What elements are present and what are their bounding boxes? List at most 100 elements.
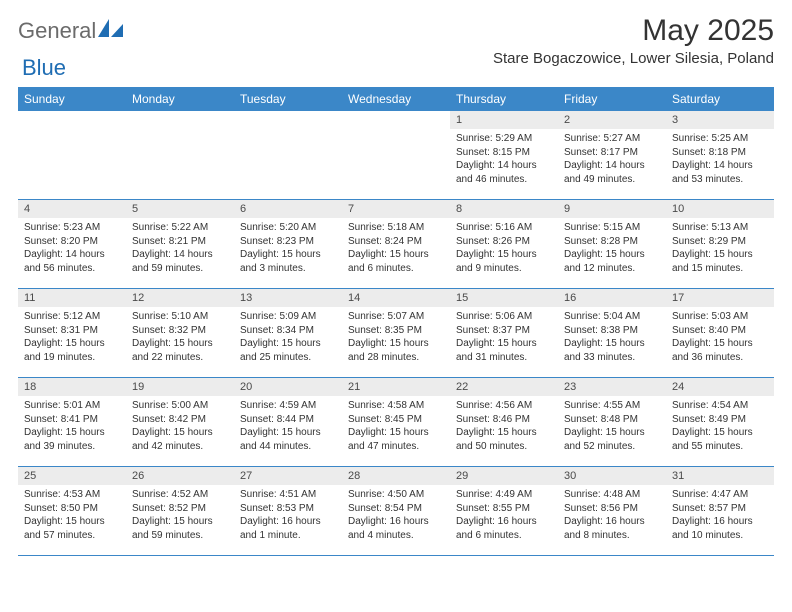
weekday-header: Thursday (450, 87, 558, 111)
day-details: Sunrise: 5:27 AMSunset: 8:17 PMDaylight:… (558, 129, 666, 190)
detail-line: Sunrise: 5:20 AM (240, 221, 336, 235)
detail-line: Sunrise: 4:48 AM (564, 488, 660, 502)
detail-line: Sunset: 8:54 PM (348, 502, 444, 516)
weekday-header: Sunday (18, 87, 126, 111)
day-number: 21 (342, 378, 450, 396)
detail-line: Sunrise: 5:13 AM (672, 221, 768, 235)
detail-line: Sunset: 8:55 PM (456, 502, 552, 516)
day-number: 8 (450, 200, 558, 218)
detail-line: and 55 minutes. (672, 440, 768, 454)
calendar-week: 25Sunrise: 4:53 AMSunset: 8:50 PMDayligh… (18, 467, 774, 556)
detail-line: Sunset: 8:31 PM (24, 324, 120, 338)
location-text: Stare Bogaczowice, Lower Silesia, Poland (493, 50, 774, 67)
detail-line: Daylight: 15 hours (240, 248, 336, 262)
detail-line: Sunrise: 4:55 AM (564, 399, 660, 413)
detail-line: Sunrise: 4:47 AM (672, 488, 768, 502)
day-number: 28 (342, 467, 450, 485)
detail-line: Daylight: 15 hours (132, 337, 228, 351)
title-block: May 2025 Stare Bogaczowice, Lower Silesi… (493, 14, 774, 67)
detail-line: Sunset: 8:57 PM (672, 502, 768, 516)
day-number: 14 (342, 289, 450, 307)
detail-line: Sunset: 8:26 PM (456, 235, 552, 249)
detail-line: Sunrise: 5:25 AM (672, 132, 768, 146)
day-number: 10 (666, 200, 774, 218)
detail-line: Sunset: 8:35 PM (348, 324, 444, 338)
day-details: Sunrise: 4:49 AMSunset: 8:55 PMDaylight:… (450, 485, 558, 546)
day-details: Sunrise: 5:20 AMSunset: 8:23 PMDaylight:… (234, 218, 342, 279)
detail-line: Daylight: 15 hours (456, 426, 552, 440)
detail-line: Sunset: 8:18 PM (672, 146, 768, 160)
calendar-cell: 13Sunrise: 5:09 AMSunset: 8:34 PMDayligh… (234, 289, 342, 377)
detail-line: Sunset: 8:46 PM (456, 413, 552, 427)
detail-line: Sunrise: 4:56 AM (456, 399, 552, 413)
detail-line: Sunrise: 5:06 AM (456, 310, 552, 324)
calendar-cell: 27Sunrise: 4:51 AMSunset: 8:53 PMDayligh… (234, 467, 342, 555)
detail-line: Sunrise: 4:59 AM (240, 399, 336, 413)
day-details: Sunrise: 4:48 AMSunset: 8:56 PMDaylight:… (558, 485, 666, 546)
detail-line: Sunrise: 5:16 AM (456, 221, 552, 235)
day-details: Sunrise: 5:03 AMSunset: 8:40 PMDaylight:… (666, 307, 774, 368)
detail-line: Sunrise: 5:23 AM (24, 221, 120, 235)
day-number (234, 111, 342, 129)
day-number (126, 111, 234, 129)
detail-line: and 56 minutes. (24, 262, 120, 276)
detail-line: Sunrise: 4:54 AM (672, 399, 768, 413)
calendar-cell: 17Sunrise: 5:03 AMSunset: 8:40 PMDayligh… (666, 289, 774, 377)
day-details: Sunrise: 4:55 AMSunset: 8:48 PMDaylight:… (558, 396, 666, 457)
detail-line: Sunset: 8:34 PM (240, 324, 336, 338)
detail-line: and 1 minute. (240, 529, 336, 543)
day-number: 23 (558, 378, 666, 396)
detail-line: Sunset: 8:48 PM (564, 413, 660, 427)
detail-line: and 8 minutes. (564, 529, 660, 543)
day-details: Sunrise: 5:29 AMSunset: 8:15 PMDaylight:… (450, 129, 558, 190)
weekday-header: Friday (558, 87, 666, 111)
detail-line: Daylight: 15 hours (672, 426, 768, 440)
detail-line: Sunset: 8:53 PM (240, 502, 336, 516)
day-number: 3 (666, 111, 774, 129)
calendar-week: 4Sunrise: 5:23 AMSunset: 8:20 PMDaylight… (18, 200, 774, 289)
day-details: Sunrise: 4:58 AMSunset: 8:45 PMDaylight:… (342, 396, 450, 457)
logo-text-blue: Blue (22, 55, 66, 81)
calendar-cell: 10Sunrise: 5:13 AMSunset: 8:29 PMDayligh… (666, 200, 774, 288)
detail-line: Sunset: 8:37 PM (456, 324, 552, 338)
day-number: 16 (558, 289, 666, 307)
calendar-cell-empty (342, 111, 450, 199)
detail-line: and 57 minutes. (24, 529, 120, 543)
detail-line: and 31 minutes. (456, 351, 552, 365)
calendar-cell: 14Sunrise: 5:07 AMSunset: 8:35 PMDayligh… (342, 289, 450, 377)
detail-line: Daylight: 15 hours (348, 337, 444, 351)
detail-line: Sunrise: 4:53 AM (24, 488, 120, 502)
detail-line: Sunset: 8:24 PM (348, 235, 444, 249)
day-details: Sunrise: 5:22 AMSunset: 8:21 PMDaylight:… (126, 218, 234, 279)
day-details: Sunrise: 5:23 AMSunset: 8:20 PMDaylight:… (18, 218, 126, 279)
day-details: Sunrise: 4:54 AMSunset: 8:49 PMDaylight:… (666, 396, 774, 457)
calendar-cell-empty (18, 111, 126, 199)
day-details: Sunrise: 5:00 AMSunset: 8:42 PMDaylight:… (126, 396, 234, 457)
calendar-cell: 7Sunrise: 5:18 AMSunset: 8:24 PMDaylight… (342, 200, 450, 288)
detail-line: Daylight: 16 hours (240, 515, 336, 529)
calendar-page: General May 2025 Stare Bogaczowice, Lowe… (0, 0, 792, 556)
calendar-cell: 15Sunrise: 5:06 AMSunset: 8:37 PMDayligh… (450, 289, 558, 377)
day-number: 20 (234, 378, 342, 396)
day-number: 12 (126, 289, 234, 307)
detail-line: Sunset: 8:42 PM (132, 413, 228, 427)
detail-line: Daylight: 14 hours (564, 159, 660, 173)
day-number (342, 111, 450, 129)
detail-line: Sunset: 8:21 PM (132, 235, 228, 249)
detail-line: and 15 minutes. (672, 262, 768, 276)
logo-text-general: General (18, 18, 96, 44)
detail-line: Sunset: 8:28 PM (564, 235, 660, 249)
detail-line: and 3 minutes. (240, 262, 336, 276)
weekday-header: Wednesday (342, 87, 450, 111)
detail-line: Daylight: 15 hours (564, 248, 660, 262)
detail-line: Daylight: 14 hours (132, 248, 228, 262)
detail-line: and 59 minutes. (132, 262, 228, 276)
calendar-cell: 3Sunrise: 5:25 AMSunset: 8:18 PMDaylight… (666, 111, 774, 199)
detail-line: Sunrise: 5:09 AM (240, 310, 336, 324)
detail-line: and 4 minutes. (348, 529, 444, 543)
detail-line: Daylight: 16 hours (456, 515, 552, 529)
detail-line: Sunset: 8:15 PM (456, 146, 552, 160)
detail-line: Sunset: 8:20 PM (24, 235, 120, 249)
day-number: 24 (666, 378, 774, 396)
logo-sail-icon (98, 19, 124, 44)
